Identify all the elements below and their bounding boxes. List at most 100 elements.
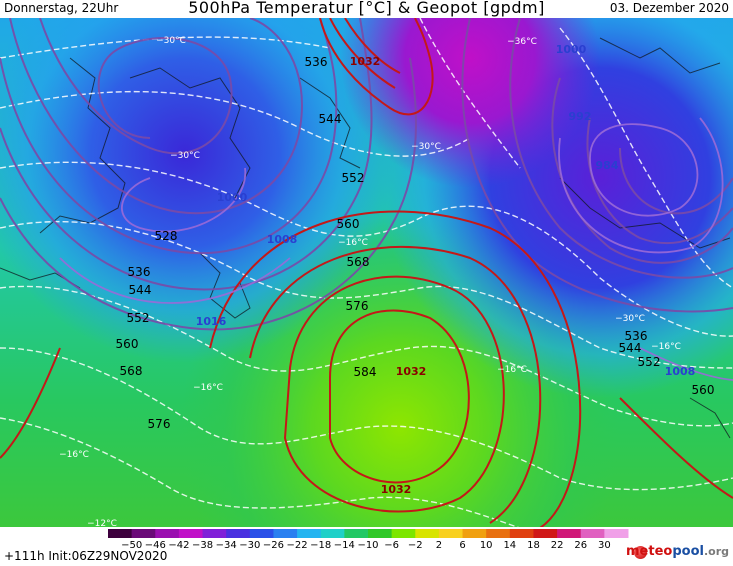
temperature-label: −30°C [156,36,186,46]
temperature-labels: −30°C −30°C −36°C −30°C −16°C −16°C −16°C −16°C… [59,36,681,528]
colorbar-swatch [438,529,464,538]
geopotential-label: 552 [638,355,661,369]
geopotential-label: 536 [625,329,648,343]
colorbar-swatch [249,529,274,538]
low-pressure-label: 1000 [556,43,587,56]
geopotential-label: 584 [354,365,377,379]
colorbar-swatch [486,529,511,538]
brand-link[interactable]: meteopool.org [626,544,729,559]
colorbar-swatch [368,529,393,538]
map-footer: −50 −46 −42 −38 −34 −30 −26 −22 −18 −14 −10 −6 −2 2 6 1… [0,527,733,566]
high-pressure-isobars [0,18,733,528]
colorbar-swatch [533,529,558,538]
colorbar-swatch [297,529,322,538]
geopotential-label: 560 [116,337,139,351]
colorbar-tick-label: −34 [216,540,237,551]
geopotential-label: 544 [619,341,642,355]
colorbar-tick-label: 18 [527,540,540,551]
colorbar-tick-label: −30 [239,540,260,551]
colorbar-labels: −50 −46 −42 −38 −34 −30 −26 −22 −18 −14 −10 −6 −2 2 6 1… [121,540,611,551]
high-pressure-label: 1032 [381,483,412,496]
colorbar-swatch [108,529,133,538]
geopotential-label: 576 [148,417,171,431]
colorbar-tick-label: 22 [551,540,564,551]
cold-core-shading [0,18,733,528]
temperature-label: −16°C [193,383,223,393]
high-pressure-label: 1032 [350,55,381,68]
temperature-label: −16°C [338,238,368,248]
low-pressure-label: 992 [569,110,592,123]
colorbar-tick-label: −38 [192,540,213,551]
geopotential-label: 544 [129,283,152,297]
low-pressure-label: 984 [596,159,619,172]
weather-map[interactable]: 5365445525605685765845285365445525605685… [0,18,733,528]
geopotential-label: 552 [342,171,365,185]
brand-accent: pool [672,544,704,559]
temperature-label: −16°C [59,450,89,460]
high-pressure-labels: 1032 1032 1032 [350,55,427,496]
colorbar-tick-label: −18 [310,540,331,551]
temperature-colorbar: −50 −46 −42 −38 −34 −30 −26 −22 −18 −14 −10 −6 −2 2 6 1… [108,529,629,551]
colorbar-swatch [202,529,227,538]
colorbar-tick-label: −22 [287,540,308,551]
colorbar-tick-label: −6 [384,540,399,551]
low-pressure-label: 1008 [665,365,696,378]
geopotential-label: 536 [128,265,151,279]
colorbar-tick-label: −14 [334,540,355,551]
low-pressure-label: 1016 [196,315,227,328]
colorbar-tick-label: 30 [598,540,611,551]
colorbar-tick-label: 10 [480,540,493,551]
geopotential-label: 528 [155,229,178,243]
geopotential-labels: 5365445525605685765845285365445525605685… [116,55,715,431]
colorbar-swatch [155,529,180,538]
colorbar-swatch [462,529,487,538]
geopotential-label: 568 [120,364,143,378]
geopotential-label: 552 [127,311,150,325]
temperature-label: −36°C [507,37,537,47]
colorbar-swatch [580,529,605,538]
colorbar-swatch [604,529,629,538]
colorbar-tick-label: −26 [263,540,284,551]
temperature-label: −30°C [615,314,645,324]
colorbar-tick-label: −2 [408,540,423,551]
brand-tld: .org [703,545,729,558]
colorbar-tick-label: −50 [121,540,142,551]
colorbar-swatch [557,529,582,538]
colorbar-swatch [131,529,156,538]
colorbar-swatch [178,529,204,538]
colorbar-swatch [391,529,416,538]
valid-day-label: Donnerstag, 22Uhr [4,1,119,15]
colorbar-swatch [509,529,534,538]
colorbar-tick-label: 26 [574,540,587,551]
temperature-label: −30°C [411,142,441,152]
temperature-label: −16°C [497,365,527,375]
temperature-label: −12°C [87,519,117,528]
low-pressure-label: 1000 [217,191,248,204]
low-pressure-labels: 1000 1008 1016 1000 992 984 1008 [196,43,696,378]
high-pressure-label: 1032 [396,365,427,378]
brand-main: meteo [626,544,673,559]
geopotential-label: 544 [319,112,342,126]
meteopool-logo-icon [634,546,647,559]
geopotential-label: 576 [346,299,369,313]
valid-date-label: 03. Dezember 2020 [609,1,729,15]
colorbar-swatch [320,529,345,538]
run-info: +111h Init:06Z29NOV2020 [4,549,168,563]
geopotential-label: 568 [347,255,370,269]
geopotential-label: 536 [305,55,328,69]
colorbar-swatch [226,529,251,538]
temperature-label: −30°C [170,151,200,161]
colorbar-swatch [273,529,298,538]
geopotential-label: 560 [337,217,360,231]
map-title: 500hPa Temperatur [°C] & Geopot [gpdm] [188,0,545,17]
colorbar-tick-label: 14 [503,540,516,551]
low-pressure-isobars [59,117,733,381]
low-pressure-label: 1008 [267,233,298,246]
colorbar-tick-label: −42 [168,540,189,551]
colorbar-tick-label: 6 [459,540,465,551]
map-header: Donnerstag, 22Uhr 500hPa Temperatur [°C]… [0,0,733,18]
colorbar-tick-label: 2 [436,540,442,551]
colorbar-tick-label: −46 [145,540,166,551]
colorbar-swatch [415,529,440,538]
geopotential-label: 560 [692,383,715,397]
